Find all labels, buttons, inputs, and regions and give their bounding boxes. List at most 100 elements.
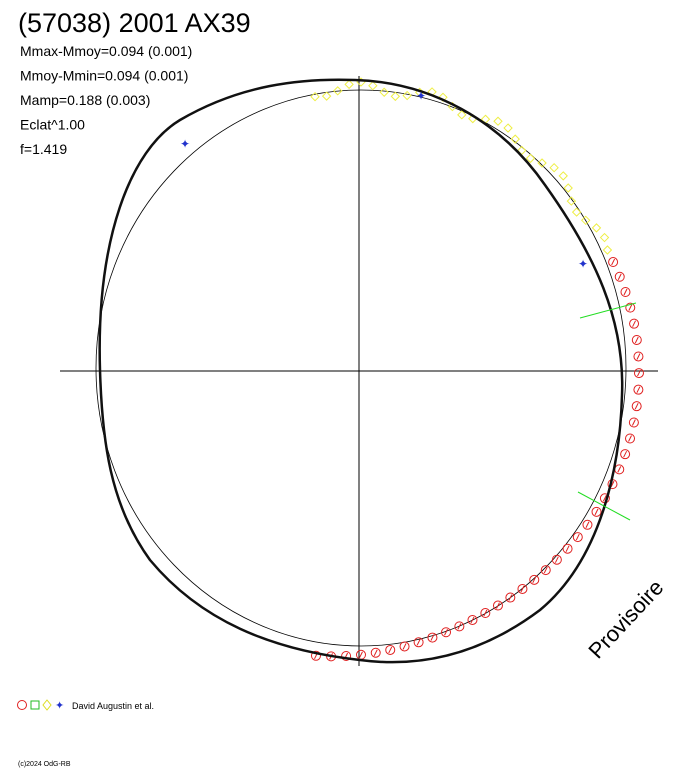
circle-tick (543, 566, 548, 574)
circle-tick (623, 450, 628, 458)
diamond (581, 215, 591, 226)
circle-tick (631, 419, 636, 426)
circle-point (441, 627, 452, 638)
circle-point (385, 644, 396, 655)
circle-point (631, 401, 642, 412)
circle-tick (402, 643, 407, 650)
circle-tick (628, 435, 632, 442)
legend-symbol (17, 700, 27, 710)
diamond (566, 196, 577, 206)
star-marker: ✦ (180, 137, 190, 151)
circle-point (628, 417, 639, 428)
diamond (390, 91, 401, 102)
marker-line (579, 302, 637, 319)
circle-point (413, 637, 424, 648)
circle-point (551, 554, 562, 565)
circle-tick (554, 556, 559, 563)
diamond (344, 79, 354, 90)
circle-point (620, 286, 631, 297)
circle-tick (628, 304, 633, 311)
diamond (379, 87, 389, 97)
circle-tick (444, 629, 448, 636)
legend-label: David Augustin et al. (72, 701, 154, 711)
circle-tick (617, 466, 622, 473)
diamond (537, 158, 547, 168)
legend-symbol (30, 700, 40, 710)
circle-point (631, 334, 642, 345)
circle-point (505, 592, 516, 603)
circle-tick (575, 533, 580, 541)
diamond (591, 223, 602, 233)
circle-tick (430, 634, 435, 641)
circle-tick (634, 336, 639, 344)
diamond (438, 92, 448, 103)
watermark: Provisoire (583, 575, 668, 664)
legend-symbol: ✦ (55, 700, 64, 712)
circle-tick (637, 369, 641, 377)
stat-line: Mamp=0.188 (0.003) (20, 92, 150, 108)
circle-tick (359, 651, 363, 658)
footer: (c)2024 OdG-RB (18, 761, 71, 768)
legend-symbol (42, 699, 52, 711)
circle-point (529, 574, 540, 585)
circle-point (370, 647, 381, 658)
circle-point (582, 519, 593, 530)
circle-tick (611, 258, 616, 266)
circle-point (633, 351, 644, 362)
circle-point (629, 318, 640, 329)
reference-circle (95, 89, 627, 647)
circle-tick (470, 616, 475, 624)
circle-tick (565, 545, 570, 552)
diamond (310, 91, 320, 102)
circle-tick (532, 576, 537, 584)
points (310, 77, 644, 662)
circle-tick (623, 288, 628, 296)
circle-tick (636, 386, 641, 393)
stat-line: f=1.419 (20, 141, 67, 157)
circle-tick (496, 602, 500, 609)
circle-tick (632, 320, 637, 327)
star-marker: ✦ (416, 89, 426, 103)
diamond (549, 162, 559, 173)
circle-point (614, 271, 625, 282)
stat-line: Eclat^1.00 (20, 117, 85, 133)
stat-line: Mmoy-Mmin=0.094 (0.001) (20, 68, 188, 84)
circle-point (480, 608, 491, 619)
diamond (602, 245, 613, 255)
circle-point (540, 565, 551, 576)
circle-point (633, 384, 644, 395)
diamond (563, 183, 573, 193)
circle-point (454, 621, 465, 632)
circle-tick (508, 594, 513, 601)
diamond (368, 80, 378, 91)
circle-tick (483, 609, 488, 617)
marker-line (577, 491, 631, 521)
circle-tick (457, 623, 462, 630)
stats: Mmax-Mmoy=0.094 (0.001) Mmoy-Mmin=0.094 (… (20, 43, 192, 157)
diamond (599, 232, 610, 243)
circle-point (625, 302, 636, 313)
star-marker: ✦ (578, 257, 588, 271)
circle-tick (416, 639, 421, 646)
circle-point (562, 543, 573, 554)
circle-point (625, 433, 636, 444)
circle-point (608, 257, 619, 268)
circle-point (341, 651, 352, 662)
diamond (457, 110, 467, 120)
lightcurve (98, 78, 624, 664)
circle-point (399, 641, 410, 652)
circle-point (310, 650, 321, 661)
title: (57038) 2001 AX39 (18, 8, 251, 38)
circle-point (492, 600, 503, 611)
diamond (333, 86, 343, 96)
circle-tick (617, 273, 622, 280)
diamond (402, 90, 412, 101)
circle-point (427, 632, 438, 643)
diamond (558, 171, 568, 181)
stat-line: Mmax-Mmoy=0.094 (0.001) (20, 43, 192, 59)
circle-tick (636, 353, 641, 360)
circle-point (633, 368, 644, 379)
circle-tick (585, 521, 590, 529)
circle-tick (373, 649, 378, 656)
